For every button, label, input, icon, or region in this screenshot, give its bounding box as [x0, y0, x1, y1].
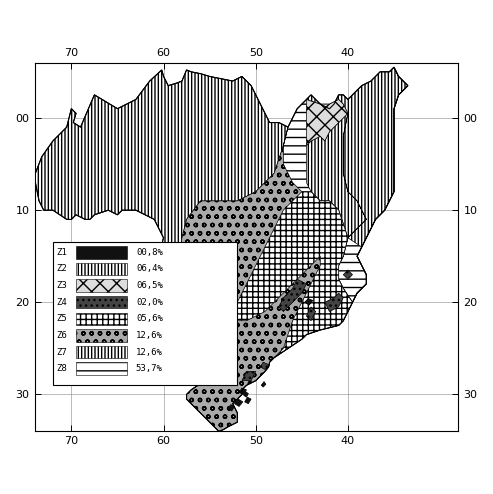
- Polygon shape: [242, 371, 256, 381]
- Bar: [76, 363, 127, 375]
- Text: 06,4%: 06,4%: [136, 264, 163, 274]
- Text: 12,6%: 12,6%: [136, 348, 163, 357]
- Text: Z4: Z4: [57, 298, 68, 307]
- Text: 12,6%: 12,6%: [136, 331, 163, 340]
- Bar: [53, 243, 237, 385]
- Text: Z7: Z7: [57, 348, 68, 357]
- Polygon shape: [239, 388, 246, 395]
- Text: 53,7%: 53,7%: [136, 364, 163, 373]
- Bar: [76, 296, 127, 308]
- Text: Z3: Z3: [57, 281, 68, 290]
- Text: Z2: Z2: [57, 264, 68, 274]
- Bar: [76, 263, 127, 275]
- Polygon shape: [261, 381, 266, 387]
- Polygon shape: [279, 279, 307, 312]
- Polygon shape: [260, 362, 270, 370]
- Text: 05,6%: 05,6%: [136, 314, 163, 323]
- Polygon shape: [307, 67, 408, 302]
- Text: Z1: Z1: [57, 248, 68, 257]
- Text: Z8: Z8: [57, 364, 68, 373]
- Bar: [76, 346, 127, 358]
- Text: Z6: Z6: [57, 331, 68, 340]
- Polygon shape: [325, 293, 343, 312]
- Bar: [76, 329, 127, 342]
- Polygon shape: [35, 67, 408, 431]
- Polygon shape: [177, 127, 352, 431]
- Text: Z5: Z5: [57, 314, 68, 323]
- Polygon shape: [228, 192, 352, 358]
- Polygon shape: [245, 397, 251, 404]
- Polygon shape: [307, 307, 316, 321]
- Polygon shape: [244, 392, 248, 397]
- Polygon shape: [235, 399, 243, 407]
- Polygon shape: [307, 67, 408, 247]
- Polygon shape: [343, 270, 352, 279]
- Bar: [76, 313, 127, 325]
- Polygon shape: [35, 70, 288, 265]
- Polygon shape: [228, 405, 235, 411]
- Text: 02,0%: 02,0%: [136, 298, 163, 307]
- Text: 06,5%: 06,5%: [136, 281, 163, 290]
- Bar: [76, 246, 127, 258]
- Text: 00,8%: 00,8%: [136, 248, 163, 257]
- Polygon shape: [305, 298, 313, 305]
- Bar: [76, 279, 127, 292]
